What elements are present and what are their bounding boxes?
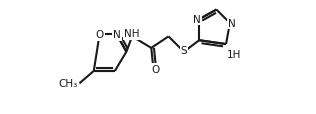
Text: 1H: 1H	[227, 49, 241, 59]
Text: N: N	[228, 19, 236, 29]
Text: S: S	[180, 45, 187, 55]
Text: NH: NH	[125, 29, 140, 39]
Text: O: O	[95, 30, 104, 40]
Text: N: N	[193, 15, 201, 25]
Text: O: O	[151, 64, 159, 74]
Text: CH₃: CH₃	[58, 79, 77, 89]
Text: N: N	[113, 30, 121, 40]
